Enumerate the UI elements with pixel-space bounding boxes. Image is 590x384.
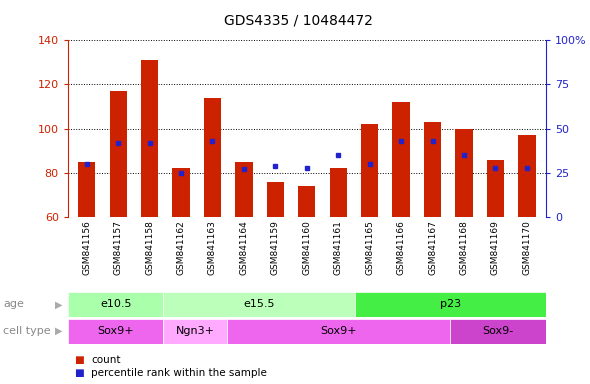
Bar	[424, 122, 441, 217]
Bar	[110, 91, 127, 217]
Bar	[204, 98, 221, 217]
Text: ▶: ▶	[55, 326, 63, 336]
Text: GSM841161: GSM841161	[334, 220, 343, 275]
Text: Sox9+: Sox9+	[97, 326, 134, 336]
Text: GSM841167: GSM841167	[428, 220, 437, 275]
Bar	[455, 129, 473, 217]
Text: GDS4335 / 10484472: GDS4335 / 10484472	[224, 13, 373, 27]
Text: GSM841169: GSM841169	[491, 220, 500, 275]
Text: GSM841168: GSM841168	[460, 220, 468, 275]
Bar	[227, 319, 450, 344]
Bar	[267, 182, 284, 217]
Bar	[68, 319, 163, 344]
Bar	[518, 135, 536, 217]
Text: GSM841170: GSM841170	[522, 220, 532, 275]
Text: GSM841164: GSM841164	[240, 220, 248, 275]
Text: Sox9-: Sox9-	[483, 326, 513, 336]
Bar	[235, 162, 253, 217]
Bar	[163, 292, 355, 317]
Bar	[172, 168, 189, 217]
Text: GSM841162: GSM841162	[176, 220, 185, 275]
Bar	[78, 162, 96, 217]
Bar	[361, 124, 378, 217]
Text: GSM841160: GSM841160	[302, 220, 312, 275]
Bar	[487, 160, 504, 217]
Text: GSM841157: GSM841157	[114, 220, 123, 275]
Text: GSM841156: GSM841156	[82, 220, 91, 275]
Text: count: count	[91, 355, 121, 365]
Bar	[355, 292, 546, 317]
Bar	[392, 102, 410, 217]
Text: GSM841163: GSM841163	[208, 220, 217, 275]
Text: ▶: ▶	[55, 299, 63, 310]
Text: percentile rank within the sample: percentile rank within the sample	[91, 368, 267, 378]
Text: e10.5: e10.5	[100, 299, 132, 310]
Bar	[298, 186, 316, 217]
Text: ■: ■	[74, 368, 84, 378]
Text: GSM841158: GSM841158	[145, 220, 154, 275]
Bar	[450, 319, 546, 344]
Text: ■: ■	[74, 355, 84, 365]
Text: age: age	[3, 299, 24, 310]
Text: p23: p23	[440, 299, 461, 310]
Bar	[141, 60, 158, 217]
Text: Ngn3+: Ngn3+	[176, 326, 215, 336]
Bar	[163, 319, 227, 344]
Text: GSM841159: GSM841159	[271, 220, 280, 275]
Text: cell type: cell type	[3, 326, 51, 336]
Text: GSM841165: GSM841165	[365, 220, 374, 275]
Text: e15.5: e15.5	[243, 299, 275, 310]
Bar	[68, 292, 163, 317]
Text: GSM841166: GSM841166	[396, 220, 405, 275]
Bar	[330, 168, 347, 217]
Text: Sox9+: Sox9+	[320, 326, 357, 336]
